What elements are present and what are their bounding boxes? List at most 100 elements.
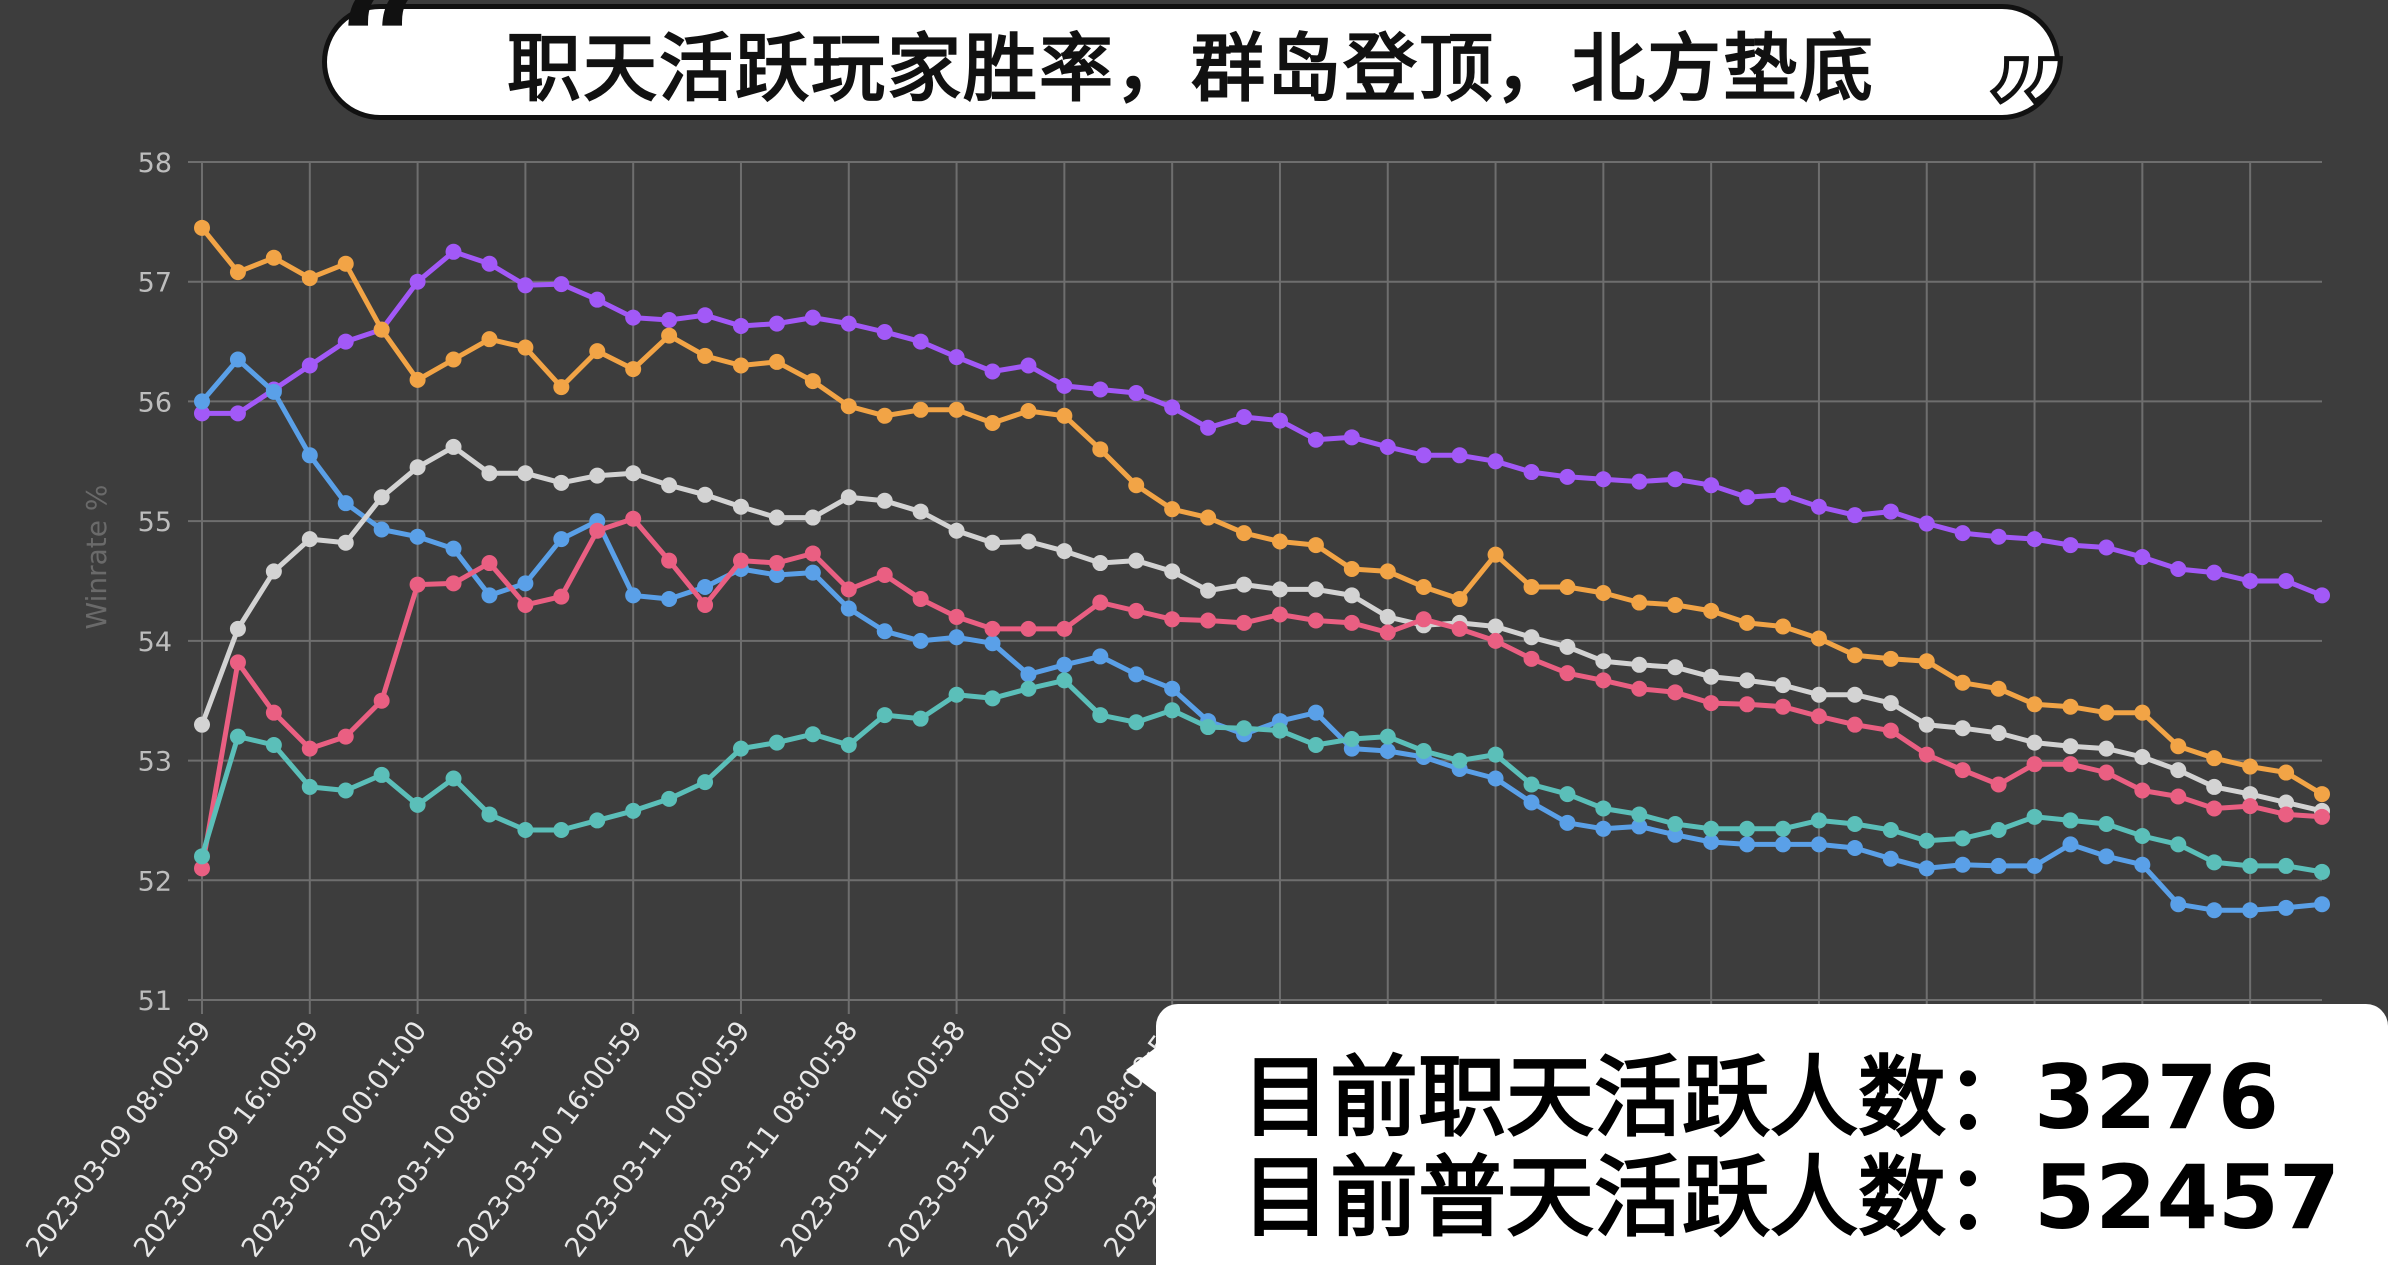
data-point [1990, 528, 2007, 545]
data-point [912, 590, 929, 607]
x-tick-label: 2023-03-10 00:01:00 [236, 1016, 433, 1264]
series-2 [194, 351, 2330, 919]
data-point [2134, 549, 2151, 566]
data-point [1379, 728, 1396, 745]
data-point [2206, 564, 2223, 581]
data-point [1020, 620, 1037, 637]
data-point [1990, 680, 2007, 697]
data-point [732, 357, 749, 374]
data-point [409, 528, 426, 545]
data-point [1882, 850, 1899, 867]
data-point [265, 383, 282, 400]
series-line [200, 226, 2324, 797]
data-point [445, 575, 462, 592]
data-point [1523, 578, 1540, 595]
data-point [661, 552, 678, 569]
data-point [1164, 680, 1181, 697]
data-point [1667, 659, 1684, 676]
data-point [2026, 808, 2043, 825]
data-point [1056, 620, 1073, 637]
data-point [2206, 854, 2223, 871]
data-point [553, 531, 570, 548]
data-point [1164, 563, 1181, 580]
data-point [1200, 419, 1217, 436]
data-point [2026, 531, 2043, 548]
data-point [1487, 453, 1504, 470]
data-point [1236, 525, 1253, 542]
data-point [697, 596, 714, 613]
data-point [481, 331, 498, 348]
data-point [1739, 614, 1756, 631]
data-point [912, 710, 929, 727]
data-point [409, 273, 426, 290]
data-point [1307, 537, 1324, 554]
data-point [301, 447, 318, 464]
series-1 [194, 219, 2330, 803]
data-point [2170, 762, 2187, 779]
data-point [1379, 624, 1396, 641]
data-point [2062, 756, 2079, 773]
data-point [984, 620, 1001, 637]
data-point [409, 459, 426, 476]
data-point [1990, 857, 2007, 874]
data-point [876, 407, 893, 424]
data-point [2242, 573, 2259, 589]
data-point [1451, 752, 1468, 769]
data-point [1128, 477, 1145, 494]
data-point [1164, 399, 1181, 416]
data-point [1559, 468, 1576, 485]
data-point [1739, 489, 1756, 506]
data-point [840, 581, 857, 598]
data-point [481, 555, 498, 572]
data-point [1020, 680, 1037, 697]
data-point [2062, 698, 2079, 715]
data-point [265, 563, 282, 580]
y-axis-label: Winrate % [80, 485, 113, 630]
data-point [1092, 381, 1109, 398]
data-point [1739, 696, 1756, 713]
data-point [1990, 725, 2007, 742]
data-point [948, 349, 965, 366]
data-point [661, 327, 678, 344]
data-point [1846, 686, 1863, 703]
data-point [1703, 477, 1720, 494]
data-point [1667, 471, 1684, 488]
data-point [948, 629, 965, 646]
data-point [1523, 464, 1540, 481]
data-point [301, 778, 318, 795]
data-point [517, 822, 534, 839]
data-point [1882, 695, 1899, 712]
data-point [2206, 800, 2223, 817]
data-point [1128, 552, 1145, 569]
data-point [2278, 573, 2295, 589]
data-point [2314, 808, 2330, 825]
data-point [1954, 762, 1971, 779]
data-point [697, 347, 714, 364]
data-point [1846, 647, 1863, 664]
data-point [1487, 632, 1504, 649]
data-point [1559, 665, 1576, 682]
data-point [1343, 587, 1360, 604]
data-point [265, 249, 282, 266]
series-5 [194, 672, 2330, 880]
data-point [1775, 698, 1792, 715]
data-point [1631, 594, 1648, 611]
data-point [337, 728, 354, 745]
data-point [1990, 822, 2007, 839]
data-point [1918, 832, 1935, 849]
data-point [1810, 686, 1827, 703]
data-point [445, 243, 462, 260]
data-point [1164, 702, 1181, 719]
data-point [1343, 561, 1360, 578]
data-point [1846, 839, 1863, 856]
data-point [1918, 515, 1935, 532]
data-point [948, 401, 965, 418]
data-point [2134, 704, 2151, 721]
data-point [661, 590, 678, 607]
data-point [1703, 833, 1720, 850]
data-point [2134, 782, 2151, 799]
chart-series [194, 219, 2330, 919]
data-point [1918, 653, 1935, 670]
data-point [661, 790, 678, 807]
data-point [1918, 716, 1935, 733]
